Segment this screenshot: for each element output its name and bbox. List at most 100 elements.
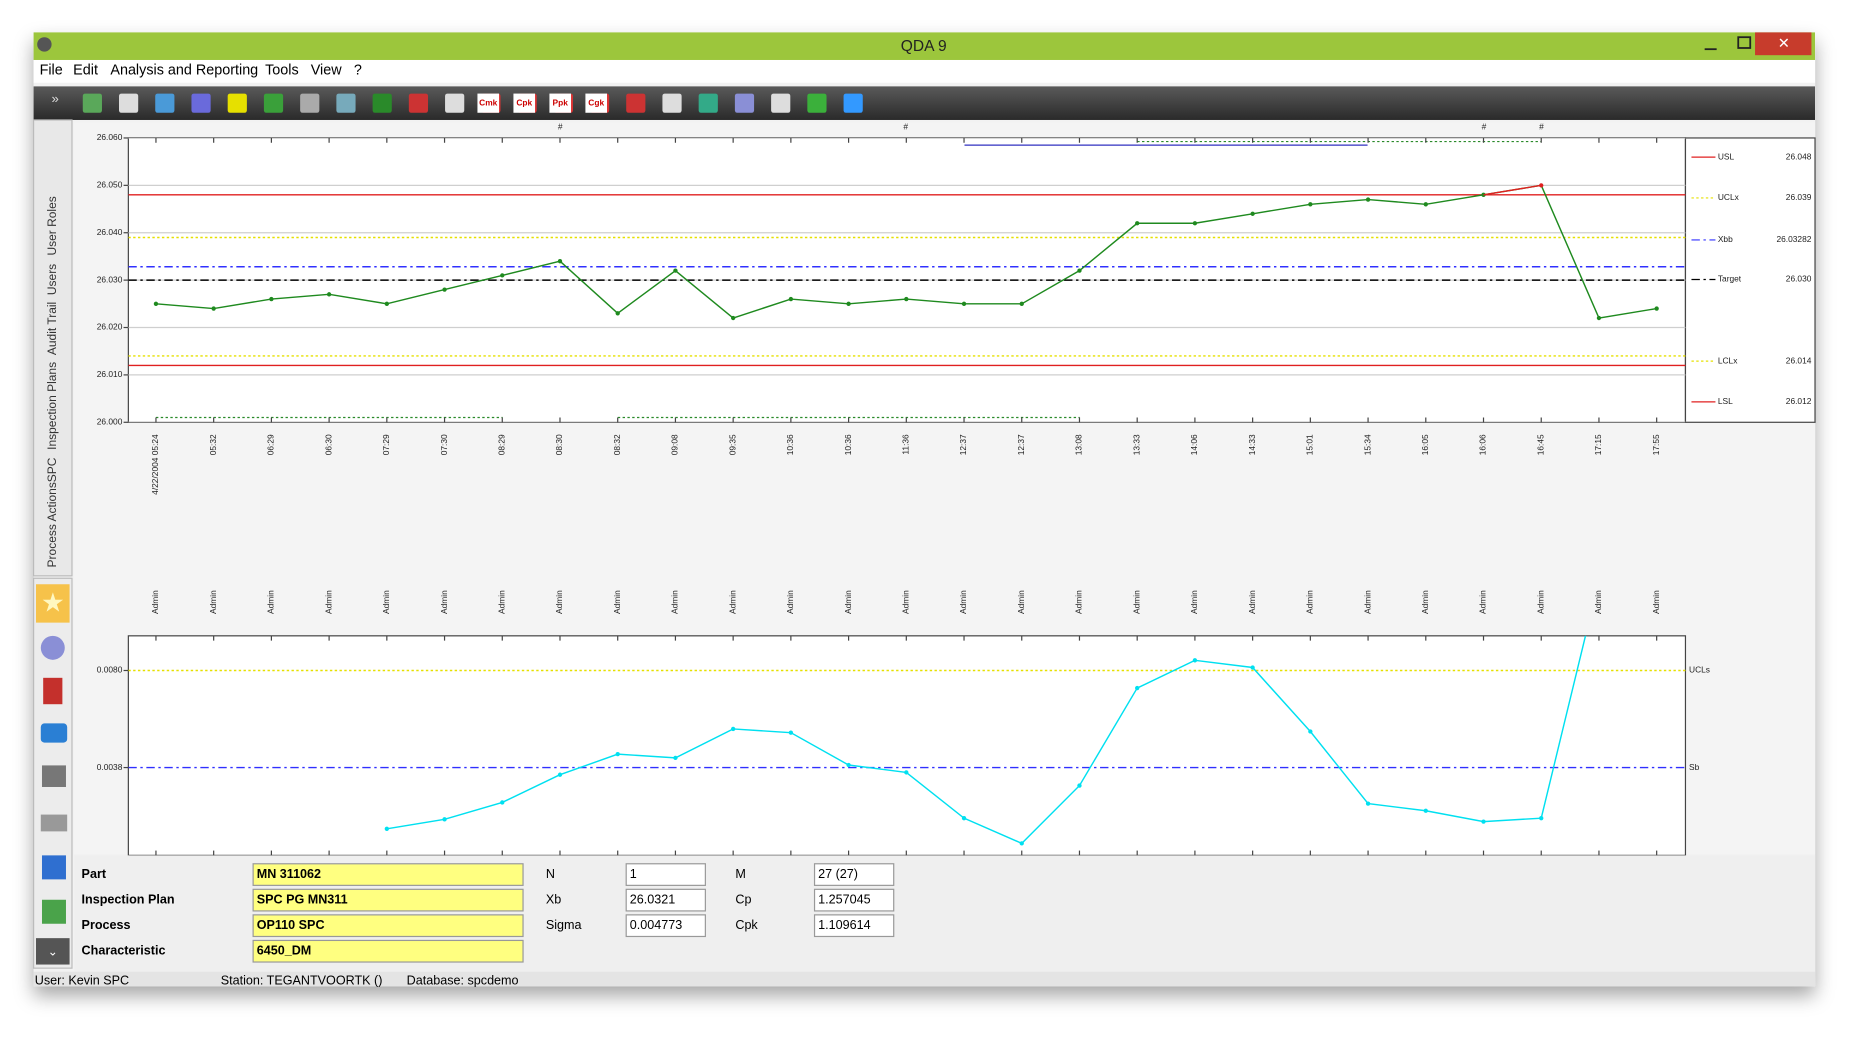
operator-label: Admin bbox=[1189, 590, 1199, 614]
data-point bbox=[1135, 221, 1140, 226]
maximize-button[interactable] bbox=[1737, 36, 1752, 49]
balance-icon[interactable] bbox=[40, 814, 68, 832]
sidebar-tab[interactable]: User Roles bbox=[45, 196, 59, 255]
x-tick-label: 15:34 bbox=[1362, 434, 1372, 455]
toolbar-button[interactable] bbox=[662, 93, 682, 113]
stat-value: 27 (27) bbox=[818, 867, 858, 881]
operator-label: Admin bbox=[1593, 590, 1603, 614]
data-point bbox=[442, 817, 447, 822]
stat-label: Cpk bbox=[735, 918, 758, 932]
x-tick-label: 08:29 bbox=[496, 434, 506, 455]
data-point bbox=[673, 268, 678, 273]
operator-label: Admin bbox=[670, 590, 680, 614]
print-icon[interactable] bbox=[41, 765, 66, 787]
legend-value: 26.039 bbox=[1786, 192, 1812, 202]
sidebar-tab[interactable]: Inspection Plans bbox=[45, 362, 59, 450]
legend-value: 26.030 bbox=[1786, 274, 1812, 284]
legend-name: USL bbox=[1718, 151, 1735, 161]
toolbar-label: Cgk bbox=[588, 97, 604, 107]
operator-label: Admin bbox=[323, 590, 333, 614]
sidebar-tab[interactable]: Audit Trail bbox=[45, 302, 59, 355]
operator-label: Admin bbox=[727, 590, 737, 614]
data-point bbox=[730, 726, 736, 732]
toolbar-button[interactable] bbox=[807, 93, 827, 113]
toolbar-button[interactable] bbox=[843, 93, 863, 113]
toolbar-expand[interactable]: » bbox=[52, 91, 59, 106]
data-point bbox=[500, 273, 505, 278]
x-tick-label: 16:45 bbox=[1535, 434, 1545, 455]
operator-label: Admin bbox=[843, 590, 853, 614]
toolbar-label: Ppk bbox=[553, 97, 569, 107]
field-value: MN 311062 bbox=[257, 867, 321, 881]
toolbar-button[interactable] bbox=[698, 93, 718, 113]
x-tick-label: 10:36 bbox=[843, 434, 853, 455]
x-tick-label: 14:33 bbox=[1247, 434, 1257, 455]
sidebar-tab[interactable]: SPC bbox=[45, 457, 59, 482]
toolbar-button[interactable] bbox=[155, 93, 175, 113]
toolbar-button[interactable] bbox=[771, 93, 791, 113]
toolbar-button[interactable] bbox=[734, 93, 755, 113]
y-tick-label: 26.040 bbox=[97, 227, 123, 237]
stat-value: 26.0321 bbox=[630, 892, 675, 906]
settings-icon[interactable] bbox=[40, 635, 65, 660]
data-point bbox=[1077, 268, 1082, 273]
x-tick-label: 06:30 bbox=[323, 434, 333, 455]
x-tick-label: 13:08 bbox=[1074, 434, 1084, 455]
operator-label: Admin bbox=[1016, 590, 1026, 614]
y-tick-label: 26.060 bbox=[97, 132, 123, 142]
close-button[interactable] bbox=[1755, 32, 1812, 56]
sidebar-tab[interactable]: Process Actions bbox=[45, 482, 59, 567]
sidebar-tab[interactable]: Users bbox=[45, 264, 59, 295]
toolbar-button[interactable] bbox=[445, 93, 465, 113]
operator-label: Admin bbox=[612, 590, 622, 614]
limits-legend bbox=[1684, 137, 1816, 423]
toolbar-button[interactable] bbox=[119, 93, 139, 113]
legend-name: Xbb bbox=[1718, 234, 1733, 244]
toolbar-button[interactable] bbox=[372, 93, 392, 113]
operator-label: Admin bbox=[901, 590, 911, 614]
reports-icon[interactable] bbox=[43, 677, 63, 705]
flag: # bbox=[1482, 121, 1487, 131]
toolbar-button[interactable] bbox=[300, 93, 320, 113]
x-tick-label: 16:05 bbox=[1420, 434, 1430, 455]
data-point bbox=[904, 770, 909, 775]
menu-item[interactable]: Analysis and Reporting bbox=[110, 63, 258, 79]
menu-item[interactable]: Tools bbox=[265, 63, 299, 79]
field-label: Inspection Plan bbox=[82, 892, 175, 906]
favorites-icon[interactable] bbox=[35, 584, 70, 623]
toolbar-button[interactable] bbox=[513, 93, 536, 113]
data-point bbox=[788, 296, 794, 302]
toolbar-button[interactable] bbox=[549, 93, 572, 113]
toolbar-button[interactable] bbox=[336, 93, 356, 113]
y-tick-label: 26.020 bbox=[97, 322, 123, 332]
menu-item[interactable]: Edit bbox=[73, 63, 98, 79]
scroll-button[interactable] bbox=[35, 938, 70, 965]
x-tick-label: 06:29 bbox=[266, 434, 276, 455]
field-box bbox=[252, 939, 524, 963]
menu-item[interactable]: File bbox=[40, 63, 63, 79]
add-icon[interactable] bbox=[41, 855, 66, 880]
toolbar-button[interactable] bbox=[227, 93, 247, 113]
limit-label: UCLs bbox=[1689, 665, 1710, 675]
toolbar-button[interactable] bbox=[626, 93, 646, 113]
toolbar-button[interactable] bbox=[408, 93, 429, 113]
database-icon[interactable] bbox=[40, 723, 68, 743]
legend-value: 26.03282 bbox=[1776, 234, 1811, 244]
toolbar-button[interactable] bbox=[263, 93, 284, 113]
toolbar-button[interactable] bbox=[585, 93, 608, 113]
toolbar-button[interactable] bbox=[477, 93, 500, 113]
menu-item[interactable]: View bbox=[311, 63, 343, 79]
stat-box bbox=[625, 914, 706, 938]
operator-label: Admin bbox=[1362, 590, 1372, 614]
data-point bbox=[673, 755, 678, 761]
menu-item[interactable]: ? bbox=[354, 63, 362, 79]
operator-label: Admin bbox=[1305, 590, 1315, 614]
data-point bbox=[1250, 665, 1255, 670]
stat-value: 0.004773 bbox=[630, 918, 682, 932]
data-point bbox=[904, 296, 909, 302]
x-tick-label: 15:01 bbox=[1305, 434, 1315, 455]
toolbar-button[interactable] bbox=[82, 93, 102, 113]
toolbar-button[interactable] bbox=[191, 93, 211, 113]
field-box bbox=[252, 914, 524, 938]
chart-icon[interactable] bbox=[41, 899, 66, 924]
